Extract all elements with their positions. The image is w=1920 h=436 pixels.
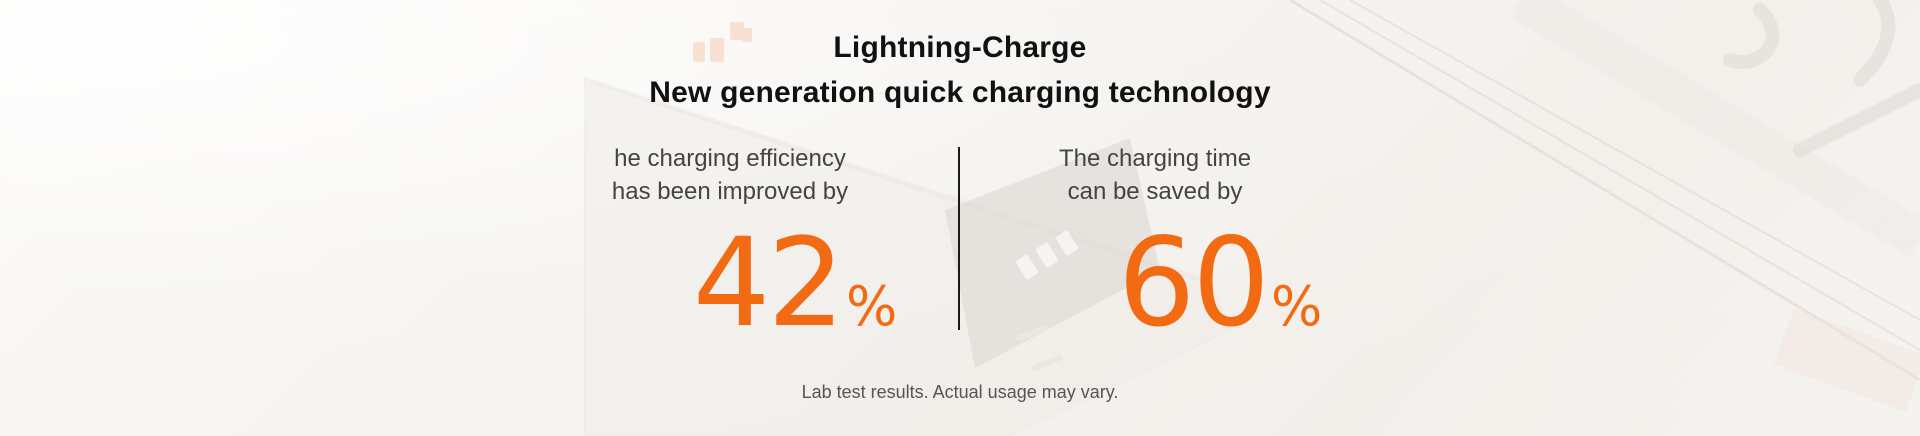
title-line-1: Lightning-Charge <box>833 31 1087 64</box>
stats-divider <box>958 147 960 330</box>
stat-number: 60 <box>1117 212 1270 354</box>
stat-unit: % <box>845 275 898 338</box>
stat-label-line-1: he charging efficiency <box>614 145 846 172</box>
disclaimer-footnote: Lab test results. Actual usage may vary. <box>801 382 1119 402</box>
stat-charging-time-saved: The charging time can be saved by 60% <box>945 142 1365 348</box>
stat-label: The charging time can be saved by <box>945 142 1365 208</box>
stat-number: 42 <box>692 212 845 354</box>
stat-value: 42% <box>520 218 940 348</box>
stat-label-line-1: The charging time <box>1058 145 1252 172</box>
stat-label-line-2: can be saved by <box>1067 178 1243 205</box>
stat-label: he charging efficiency has been improved… <box>520 142 940 208</box>
stat-label-line-2: has been improved by <box>611 178 849 205</box>
title-line-2: New generation quick charging technology <box>649 76 1271 109</box>
stat-unit: % <box>1270 275 1323 338</box>
stat-charging-efficiency: he charging efficiency has been improved… <box>520 142 940 348</box>
stat-value: 60% <box>945 218 1365 348</box>
